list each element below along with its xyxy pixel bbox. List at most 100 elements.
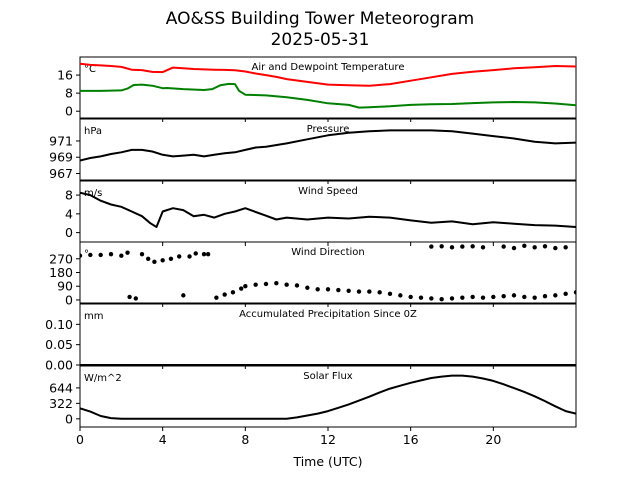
series-point-wind_direction_a	[80, 253, 83, 258]
series-point-wind_direction_b	[429, 296, 434, 301]
series-point-wind_direction_c	[460, 244, 465, 249]
series-point-wind_direction_a	[152, 259, 157, 265]
panel-wind-speed: 0 4 8 Wind Speed m/s	[65, 180, 577, 246]
series-point-wind_direction_c	[429, 244, 434, 249]
series-point-wind_direction_b	[222, 292, 227, 297]
panels-group: 0 8 16 Air and Dewpoint Temperature °C 967969…	[45, 56, 577, 447]
y-tick-label: 0.05	[45, 337, 73, 352]
y-tick-label: 971	[49, 133, 73, 148]
series-point-wind_direction_c	[522, 243, 527, 249]
series-point-wind_direction_b	[501, 293, 506, 299]
series-point-wind_direction_b	[230, 290, 236, 295]
series-point-wind_direction_b	[127, 294, 132, 300]
y-tick-label: 0.00	[45, 358, 73, 373]
y-tick-label: 0	[65, 292, 73, 307]
panel-series-group	[80, 191, 576, 228]
y-tick-label: 969	[49, 150, 73, 165]
series-point-wind_direction_b	[542, 293, 548, 299]
series-point-wind_direction_b	[398, 293, 403, 298]
y-tick-label: 644	[49, 380, 73, 395]
panel-air-and-dewpoint-temperature: 0 8 16 Air and Dewpoint Temperature °C	[57, 56, 577, 122]
series-point-wind_direction_b	[439, 296, 444, 302]
series-point-wind_direction_b	[356, 289, 362, 294]
panel-accumulated-precipitation-since-0z: 0.00 0.05 0.10 Accumulated Precipitation Si…	[45, 303, 577, 373]
x-axis-label: Time (UTC)	[292, 454, 362, 469]
x-tick-label: 12	[320, 432, 336, 447]
series-point-wind_direction_a	[108, 252, 114, 257]
y-tick-label: 180	[49, 265, 73, 280]
panel-unit-label: hPa	[84, 126, 102, 137]
panel-series-group	[80, 129, 576, 162]
series-point-wind_direction_b	[553, 293, 558, 298]
panel-title: Wind Direction	[291, 247, 365, 258]
x-tick-label: 8	[241, 432, 249, 447]
series-point-wind_direction_b	[377, 290, 382, 295]
series-point-wind_direction_c	[439, 244, 444, 249]
series-point-wind_direction_a	[187, 254, 192, 259]
series-point-wind_direction_b	[563, 291, 568, 297]
series-point-wind_direction_b	[367, 289, 372, 294]
series-point-wind_direction_c	[501, 244, 506, 249]
series-point-wind_direction_b	[573, 290, 576, 295]
y-tick-label: 270	[49, 251, 73, 266]
panel-unit-label: W/m^2	[84, 373, 122, 384]
series-point-wind_direction_a	[160, 258, 165, 263]
series-point-wind_direction_a	[201, 252, 207, 257]
series-point-wind_direction_b	[294, 283, 300, 288]
series-point-wind_direction_c	[563, 245, 568, 250]
series-point-wind_direction_c	[553, 245, 558, 251]
panel-unit-label: °C	[84, 64, 96, 75]
series-point-wind_direction_b	[491, 294, 496, 300]
series-point-wind_direction_b	[274, 280, 279, 286]
series-point-wind_direction_b	[511, 293, 517, 298]
x-tick-label: 0	[76, 432, 84, 447]
series-point-wind_direction_b	[408, 294, 413, 300]
y-tick-label: 0	[65, 225, 73, 240]
series-point-wind_direction_a	[125, 250, 130, 255]
series-point-wind_direction_b	[315, 287, 320, 292]
series-point-wind_direction_b	[181, 293, 186, 298]
series-point-wind_direction_b	[253, 282, 258, 287]
series-point-wind_direction_c	[470, 244, 475, 249]
series-point-wind_direction_b	[243, 284, 248, 289]
series-point-wind_direction_b	[263, 281, 269, 287]
y-tick-label: 4	[65, 206, 73, 221]
series-point-wind_direction_a	[98, 252, 103, 258]
panel-title: Pressure	[307, 124, 350, 135]
series-point-wind_direction_b	[449, 296, 455, 301]
panel-unit-label: mm	[84, 311, 103, 322]
series-point-wind_direction_a	[193, 251, 198, 256]
series-point-wind_direction_b	[346, 288, 351, 293]
figure-title-line1: AO&SS Building Tower Meteorogram	[166, 9, 474, 29]
panel-series-group	[80, 374, 576, 420]
series-point-wind_direction_b	[325, 287, 331, 292]
series-point-wind_direction_a	[146, 256, 151, 261]
series-point-wind_direction_a	[205, 252, 211, 257]
series-line-dewpoint	[80, 82, 576, 109]
series-line-solar_flux	[80, 374, 576, 420]
y-tick-label: 8	[65, 86, 73, 101]
y-tick-label: 0	[65, 104, 73, 119]
series-line-air	[80, 62, 576, 87]
panel-series-group	[80, 62, 576, 109]
y-tick-label: 8	[65, 188, 73, 203]
figure-title-line2: 2025-05-31	[271, 30, 370, 50]
y-tick-label: 322	[49, 396, 73, 411]
series-point-wind_direction_b	[284, 282, 289, 287]
series-point-wind_direction_c	[542, 244, 548, 249]
series-point-wind_direction_b	[460, 295, 465, 300]
series-point-wind_direction_b	[305, 285, 310, 290]
series-point-wind_direction_b	[532, 295, 537, 300]
panel-unit-label: m/s	[84, 188, 102, 199]
series-point-wind_direction_b	[470, 294, 475, 300]
series-point-wind_direction_a	[168, 256, 174, 261]
series-point-wind_direction_b	[418, 295, 424, 300]
series-point-wind_direction_b	[133, 296, 138, 301]
series-point-wind_direction_a	[139, 252, 145, 257]
series-point-wind_direction_b	[336, 287, 341, 293]
y-tick-label: 967	[49, 166, 73, 181]
panel-title: Solar Flux	[303, 371, 353, 382]
